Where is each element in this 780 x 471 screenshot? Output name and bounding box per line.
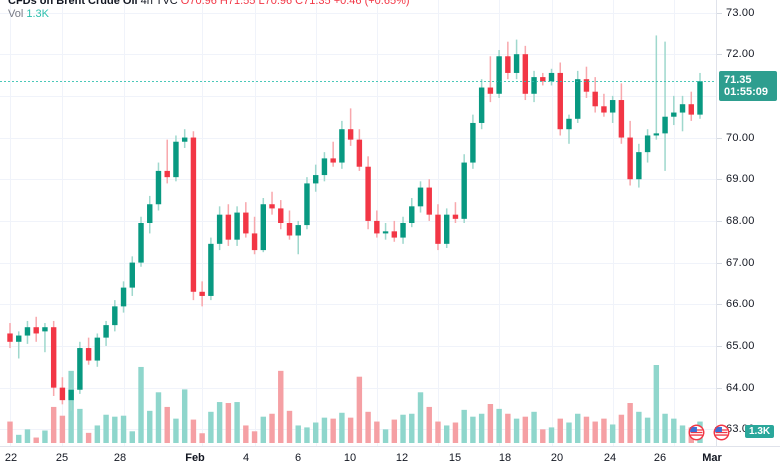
candlestick-canvas [0,0,716,446]
price-tick-label: 65.00 [717,340,755,352]
price-tick-label: 70.00 [717,132,755,144]
time-tick-label: 6 [294,452,302,464]
bar-countdown-timer: 01:55:09 [724,86,769,99]
price-tick-dash [717,220,722,222]
price-tick-label: 68.00 [717,215,755,227]
time-tick-label: Mar [702,452,722,464]
us-flag-event-icon[interactable] [713,424,730,441]
price-scale[interactable]: 71.35 01:55:09 1.3K 73.00 72.00 70.00 69.00… [716,0,780,446]
time-tick-label: 25 [55,452,69,464]
time-tick-label: 20 [550,452,564,464]
price-tick-label: 73.00 [717,7,755,19]
price-tick-label: 72.00 [717,48,755,60]
us-flag-event-icon[interactable] [688,424,705,441]
price-tick-dash [717,387,722,389]
current-price-badge[interactable]: 71.35 01:55:09 [719,71,777,102]
price-tick-label: 66.00 [717,298,755,310]
time-tick-label: 10 [343,452,357,464]
price-tick-dash [717,54,722,56]
time-tick-label: 4 [242,452,250,464]
price-tick-label: 69.00 [717,173,755,185]
price-tick-dash [717,262,722,264]
price-tick-label: 67.00 [717,257,755,269]
price-tick-dash [717,304,722,306]
time-scale[interactable]: 22 25 28 Feb 4 6 10 12 15 18 20 24 26 Mar [0,446,780,471]
time-tick-label: 18 [498,452,512,464]
price-tick-dash [717,137,722,139]
price-tick-dash [717,179,722,181]
time-tick-label: 12 [395,452,409,464]
time-tick-label: 26 [653,452,667,464]
time-tick-label: 24 [603,452,617,464]
current-price-value: 71.35 [724,74,752,87]
time-tick-label: 22 [4,452,18,464]
chart-plot-area[interactable] [0,0,716,446]
price-tick-dash [717,12,722,14]
time-tick-label: Feb [185,452,205,464]
price-tick-label: 64.00 [717,382,755,394]
time-tick-label: 15 [448,452,462,464]
price-tick-dash [717,345,722,347]
volume-value-badge: 1.3K [745,425,775,439]
time-tick-label: 28 [113,452,127,464]
